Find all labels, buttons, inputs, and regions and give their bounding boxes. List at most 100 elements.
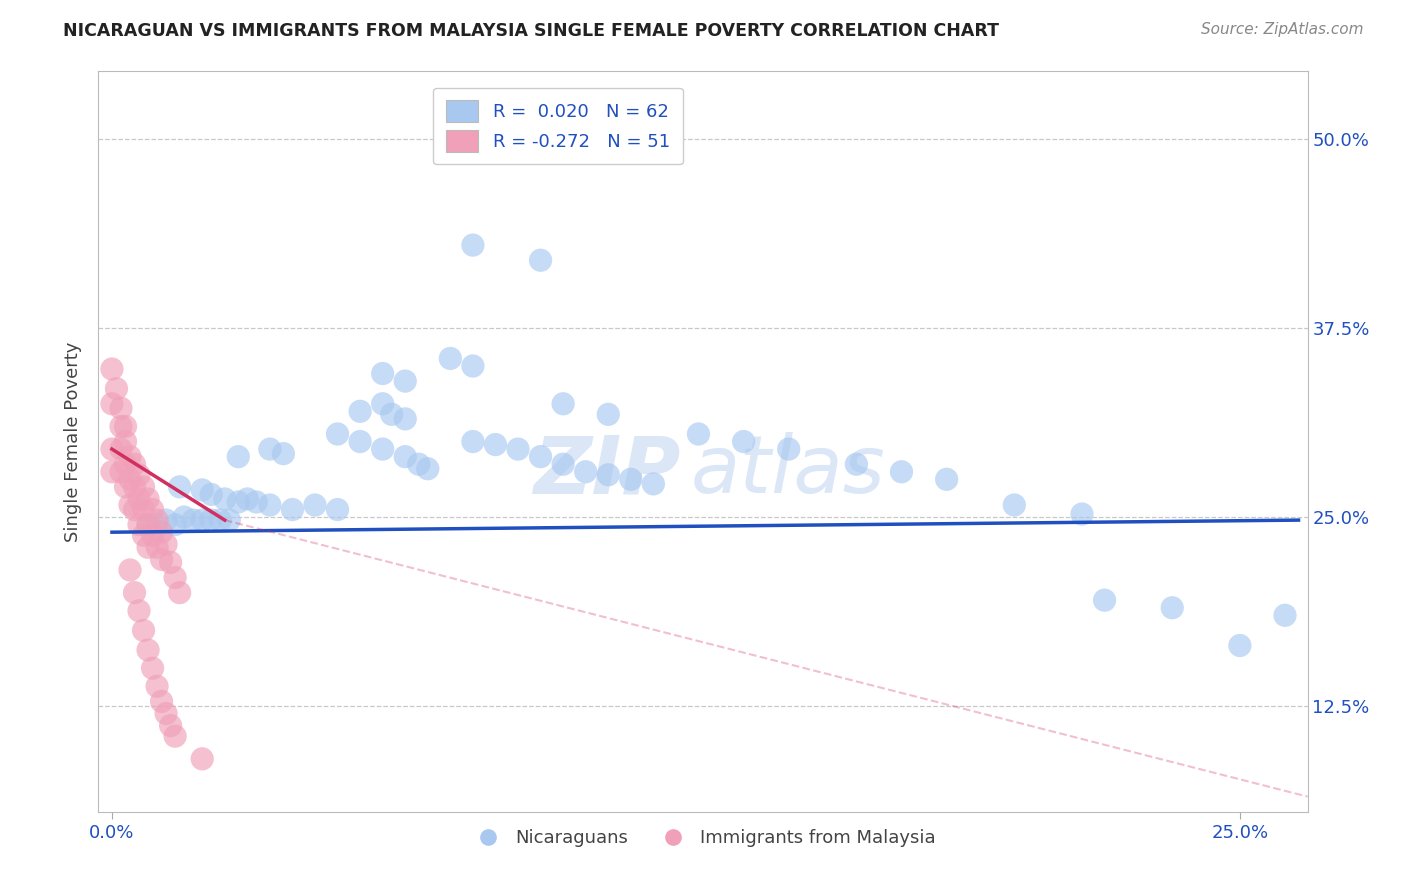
Point — [643, 476, 665, 491]
Point — [304, 498, 326, 512]
Point — [165, 570, 187, 584]
Point — [114, 434, 136, 449]
Point — [553, 457, 575, 471]
Point — [1161, 600, 1184, 615]
Point — [155, 537, 177, 551]
Point — [326, 502, 349, 516]
Point — [371, 442, 394, 456]
Point — [226, 450, 249, 464]
Point — [845, 457, 868, 471]
Point — [128, 491, 150, 506]
Point — [110, 401, 132, 416]
Point — [142, 502, 165, 516]
Point — [191, 513, 214, 527]
Point — [110, 465, 132, 479]
Point — [620, 472, 643, 486]
Point — [132, 624, 155, 638]
Point — [165, 729, 187, 743]
Point — [245, 495, 267, 509]
Point — [132, 528, 155, 542]
Point — [150, 552, 173, 566]
Point — [124, 585, 146, 599]
Point — [598, 467, 620, 482]
Point — [778, 442, 800, 456]
Point — [128, 604, 150, 618]
Point — [553, 397, 575, 411]
Point — [394, 450, 416, 464]
Point — [181, 513, 204, 527]
Point — [1002, 498, 1025, 512]
Point — [506, 442, 529, 456]
Point — [128, 517, 150, 532]
Point — [733, 434, 755, 449]
Point — [142, 528, 165, 542]
Point — [209, 513, 232, 527]
Point — [101, 465, 124, 479]
Point — [1094, 593, 1116, 607]
Point — [159, 718, 181, 732]
Point — [259, 498, 281, 512]
Point — [114, 457, 136, 471]
Point — [150, 694, 173, 708]
Point — [150, 525, 173, 540]
Point — [110, 442, 132, 456]
Point — [142, 661, 165, 675]
Point — [146, 541, 169, 555]
Point — [101, 362, 124, 376]
Point — [326, 427, 349, 442]
Point — [484, 437, 506, 451]
Point — [394, 412, 416, 426]
Point — [136, 517, 159, 532]
Point — [281, 502, 304, 516]
Point — [105, 382, 128, 396]
Point — [688, 427, 710, 442]
Point — [226, 495, 249, 509]
Point — [169, 585, 191, 599]
Legend: Nicaraguans, Immigrants from Malaysia: Nicaraguans, Immigrants from Malaysia — [463, 822, 943, 855]
Point — [136, 643, 159, 657]
Point — [132, 502, 155, 516]
Point — [155, 513, 177, 527]
Point — [124, 480, 146, 494]
Point — [169, 480, 191, 494]
Point — [114, 480, 136, 494]
Point — [132, 480, 155, 494]
Point — [146, 517, 169, 532]
Text: ZIP: ZIP — [533, 432, 681, 510]
Point — [159, 556, 181, 570]
Point — [136, 517, 159, 532]
Point — [935, 472, 957, 486]
Point — [408, 457, 430, 471]
Point — [136, 491, 159, 506]
Point — [128, 467, 150, 482]
Point — [118, 563, 141, 577]
Point — [155, 706, 177, 721]
Point — [118, 472, 141, 486]
Point — [273, 447, 295, 461]
Point — [110, 419, 132, 434]
Point — [118, 498, 141, 512]
Point — [890, 465, 912, 479]
Point — [461, 359, 484, 373]
Point — [214, 491, 236, 506]
Point — [439, 351, 461, 366]
Point — [461, 238, 484, 252]
Point — [191, 752, 214, 766]
Point — [165, 517, 187, 532]
Point — [146, 513, 169, 527]
Point — [173, 510, 195, 524]
Y-axis label: Single Female Poverty: Single Female Poverty — [65, 342, 83, 541]
Point — [371, 397, 394, 411]
Point — [349, 404, 371, 418]
Point — [461, 434, 484, 449]
Point — [124, 457, 146, 471]
Point — [349, 434, 371, 449]
Point — [101, 442, 124, 456]
Point — [381, 408, 404, 422]
Point — [394, 374, 416, 388]
Point — [124, 502, 146, 516]
Point — [118, 450, 141, 464]
Text: atlas: atlas — [690, 432, 884, 510]
Point — [371, 367, 394, 381]
Point — [236, 491, 259, 506]
